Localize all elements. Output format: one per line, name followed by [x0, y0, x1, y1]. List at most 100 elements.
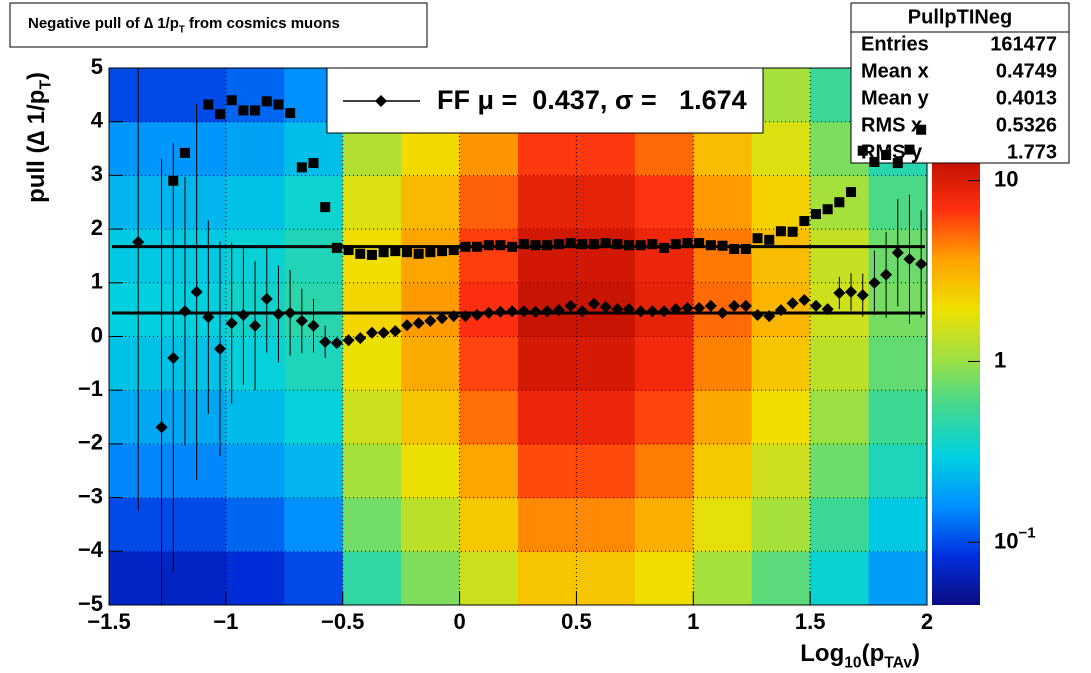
point-diamond [260, 292, 273, 305]
point-square [694, 238, 705, 249]
heat-cell [693, 229, 753, 284]
label-part: Negative pull of ∆ 1/p [28, 15, 179, 32]
point-diamond [365, 326, 378, 339]
label-part: TAv [884, 655, 912, 672]
point-diamond [400, 319, 413, 332]
y-tick-label: 1 [91, 269, 103, 294]
point-square [215, 109, 226, 120]
point-square [366, 249, 377, 260]
heat-cell [576, 443, 636, 499]
point-square [705, 240, 716, 251]
heat-cell [284, 175, 344, 230]
markers [112, 68, 928, 605]
point-square [343, 245, 354, 256]
stats-value: 161477 [990, 33, 1057, 55]
heat-cell [342, 497, 402, 552]
point-diamond [669, 303, 682, 316]
y-tick-label: −2 [78, 430, 103, 455]
heat-cell [751, 551, 811, 606]
stats-name: Entries [861, 33, 929, 55]
heat-cell [342, 551, 402, 606]
point-diamond [891, 246, 904, 259]
stats-frame [850, 2, 1070, 164]
point-square [577, 239, 588, 250]
point-diamond [587, 297, 600, 310]
heat-cell [751, 443, 811, 499]
heat-cell [576, 390, 636, 445]
heat-cell [693, 336, 753, 391]
point-square [892, 158, 903, 169]
point-diamond [132, 235, 145, 248]
heat-cell [518, 175, 577, 230]
point-diamond [763, 310, 776, 323]
heat-cell [634, 443, 694, 499]
point-square [273, 99, 284, 110]
point-square [355, 248, 366, 259]
point-square [764, 234, 775, 245]
heat-cell [401, 390, 461, 445]
heat-cell [751, 390, 811, 445]
point-diamond [517, 305, 530, 318]
stats-value: 0.5326 [996, 114, 1057, 136]
point-square [238, 105, 249, 116]
legend: FF μ = 0.437, σ = 1.674 [326, 67, 764, 134]
x-tick-label: −0.5 [321, 609, 364, 634]
point-square [296, 162, 307, 173]
x-tick-label: 1.5 [795, 609, 826, 634]
heat-cell [868, 390, 928, 445]
heat-cell [401, 336, 461, 391]
label-part: ) [23, 72, 50, 80]
label-part: Log [800, 640, 844, 667]
label-part: pull (∆ 1/p [23, 90, 50, 203]
y-tick-label: 3 [91, 161, 103, 186]
point-diamond [821, 303, 834, 316]
z-tick-label: 10−1 [994, 524, 1036, 553]
point-square [285, 108, 296, 119]
heat-cell [342, 336, 402, 391]
label-part: T [179, 24, 185, 35]
point-square [261, 96, 272, 107]
heat-cell [401, 175, 461, 230]
heat-cell [634, 551, 694, 606]
point-diamond [319, 335, 332, 348]
heat-cell [868, 551, 928, 606]
point-square [904, 144, 915, 155]
stats-value: 1.773 [1007, 141, 1057, 163]
y-tick-label: 5 [91, 54, 103, 79]
point-diamond [541, 305, 554, 318]
point-square [203, 99, 214, 110]
stats-title: PullpTINeg [908, 6, 1012, 28]
point-square [472, 241, 483, 252]
heat-cell [693, 175, 753, 230]
heat-cell [693, 390, 753, 445]
title-box: Negative pull of ∆ 1/pT from cosmics muo… [9, 2, 428, 48]
heat-cell [868, 336, 928, 391]
point-diamond [658, 305, 671, 318]
point-square [495, 240, 506, 251]
point-diamond [704, 299, 717, 312]
point-diamond [272, 307, 285, 320]
point-diamond [307, 319, 320, 332]
point-square [507, 241, 518, 252]
point-square [600, 238, 611, 249]
point-square [635, 240, 646, 251]
point-diamond [342, 334, 355, 347]
heat-cell [634, 336, 694, 391]
point-square [857, 145, 868, 156]
heat-cell [751, 497, 811, 552]
z-tick-label: 1 [994, 347, 1006, 372]
point-diamond [739, 299, 752, 312]
point-square [612, 239, 623, 250]
point-square [787, 226, 798, 237]
heat-cell [342, 175, 402, 230]
heat-cell [810, 390, 870, 445]
point-diamond [389, 325, 402, 338]
label-part: T [38, 80, 55, 90]
point-diamond [447, 310, 460, 323]
point-square [553, 239, 564, 250]
point-diamond [681, 302, 694, 315]
point-square [331, 242, 342, 253]
point-diamond [786, 297, 799, 310]
point-diamond [693, 302, 706, 315]
